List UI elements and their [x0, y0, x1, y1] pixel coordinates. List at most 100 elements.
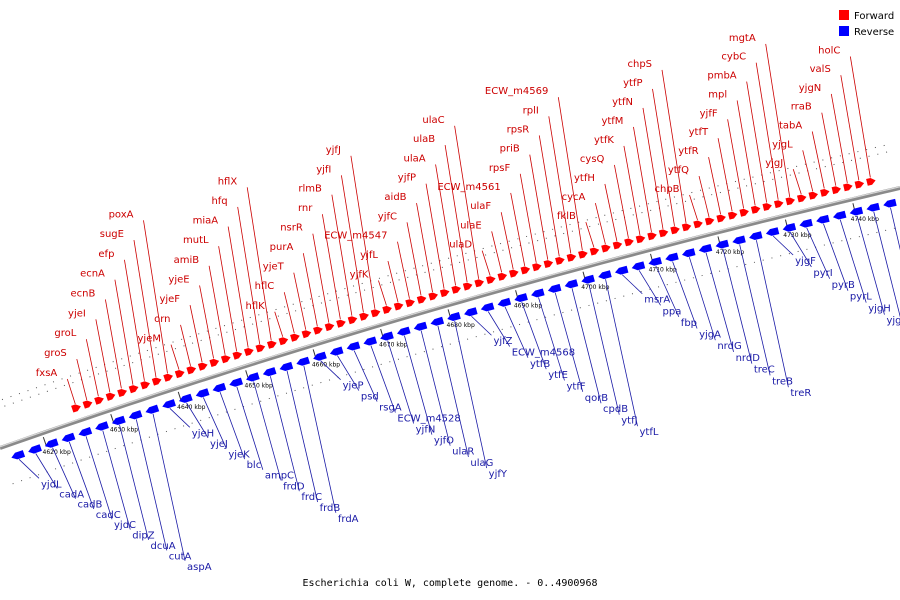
- leader-line: [18, 459, 40, 479]
- leader-line: [839, 219, 867, 303]
- leader-line: [321, 214, 341, 320]
- reverse-gene-arrow: [363, 336, 377, 346]
- forward-gene-arrow: [555, 257, 565, 265]
- forward-gene-arrow: [624, 238, 634, 247]
- gene-label: ECW_m4568: [512, 347, 575, 358]
- gene-label: ecnA: [80, 269, 105, 280]
- leader-line: [169, 408, 191, 428]
- leader-line: [821, 112, 837, 186]
- leader-line: [594, 202, 606, 245]
- gene-label: yjfI: [316, 164, 331, 175]
- gene-label: frdA: [338, 514, 359, 525]
- leader-line: [571, 288, 602, 404]
- tick-label: 4740 kbp: [851, 216, 879, 223]
- forward-gene-arrow: [209, 358, 220, 367]
- gene-label: ampC: [265, 471, 294, 482]
- backbone-highlight: [0, 186, 900, 448]
- leader-line: [202, 397, 227, 449]
- gene-label: ulaR: [452, 447, 474, 458]
- leader-line: [341, 175, 364, 313]
- gene-label: hflK: [246, 301, 266, 312]
- leader-line: [331, 194, 353, 316]
- forward-gene-arrow: [82, 400, 93, 409]
- gene-arrows: [11, 178, 897, 460]
- gene-label: ECW_m4528: [397, 414, 460, 425]
- reverse-gene-arrow: [497, 297, 512, 307]
- reverse-gene-arrow: [128, 410, 143, 420]
- reverse-gene-arrow: [262, 367, 277, 377]
- leader-line: [186, 402, 209, 439]
- reverse-gene-arrow: [833, 210, 847, 220]
- gene-label: frdC: [301, 492, 322, 503]
- leader-line: [52, 447, 76, 499]
- leader-line: [246, 187, 272, 341]
- reverse-gene-arrow: [615, 265, 629, 275]
- reverse-gene-arrow: [698, 244, 713, 253]
- leader-line: [320, 360, 341, 380]
- gene-label: psd: [361, 392, 379, 403]
- leader-line: [152, 413, 186, 561]
- leader-line: [487, 311, 511, 347]
- reverse-gene-arrow: [112, 415, 126, 425]
- backbone-shadow: [0, 186, 900, 450]
- reverse-gene-arrow: [28, 444, 42, 454]
- forward-gene-arrow: [520, 266, 531, 275]
- leader-line: [638, 270, 661, 306]
- reverse-gene-arrow: [329, 346, 344, 356]
- leader-line: [521, 301, 547, 370]
- reverse-gene-arrow: [816, 214, 830, 224]
- gene-label: frdB: [320, 503, 341, 514]
- gene-label: yjeF: [159, 294, 180, 305]
- leader-line: [688, 257, 716, 341]
- leader-line: [717, 138, 733, 212]
- forward-gene-arrow: [439, 289, 450, 298]
- gene-label: groS: [44, 348, 67, 359]
- leader-line: [208, 265, 226, 355]
- reverse-gene-arrow: [397, 326, 411, 336]
- leader-line: [387, 260, 399, 303]
- forward-gene-arrow: [635, 235, 646, 244]
- leader-line: [435, 164, 456, 286]
- forward-gene-arrow: [750, 205, 761, 214]
- forward-gene-arrow: [462, 282, 473, 291]
- gene-label: yjgL: [772, 139, 793, 150]
- reverse-gene-arrow: [61, 432, 76, 442]
- leader-line: [283, 292, 295, 334]
- forward-gene-arrow: [174, 370, 185, 379]
- leader-line: [623, 145, 641, 235]
- gene-label: mgtA: [729, 33, 756, 44]
- forward-gene-arrow: [693, 220, 703, 229]
- reverse-gene-arrow: [195, 388, 210, 398]
- forward-gene-arrow: [140, 381, 150, 390]
- leader-line: [437, 325, 469, 457]
- reverse-gene-arrow: [279, 361, 294, 371]
- gene-label: yjfP: [398, 173, 416, 184]
- leader-line: [237, 206, 261, 344]
- legend-forward-swatch: [839, 10, 849, 20]
- forward-gene-arrow: [336, 319, 346, 328]
- leader-line: [406, 222, 422, 296]
- reverse-gene-arrow: [732, 235, 746, 245]
- forward-gene-arrow: [359, 312, 369, 321]
- reverse-gene-arrow: [162, 399, 176, 409]
- leader-line: [823, 223, 849, 291]
- leader-line: [425, 183, 445, 289]
- leader-line: [293, 272, 307, 330]
- forward-gene-arrow: [831, 186, 841, 195]
- forward-gene-arrow: [186, 366, 197, 375]
- leader-line: [890, 207, 900, 251]
- reverse-gene-arrow: [648, 257, 662, 266]
- gene-label: mpl: [708, 89, 727, 100]
- reverse-gene-arrow: [296, 356, 310, 366]
- reverse-gene-arrow: [682, 248, 696, 258]
- gene-label: pyrL: [850, 292, 872, 303]
- leader-line: [337, 355, 360, 391]
- leader-line: [286, 370, 318, 503]
- legend-reverse-label: Reverse: [854, 27, 894, 38]
- gene-label: ytfQ: [668, 165, 689, 176]
- forward-gene-arrow: [71, 404, 81, 413]
- forward-gene-arrow: [716, 214, 726, 223]
- gene-label: yjgH: [868, 304, 891, 315]
- reverse-gene-arrow: [78, 427, 93, 437]
